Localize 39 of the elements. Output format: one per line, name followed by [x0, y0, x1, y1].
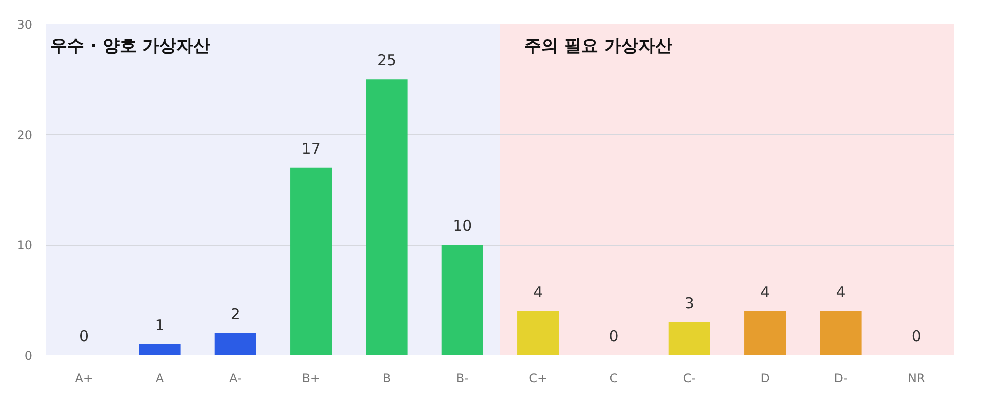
x-tick-label: C-	[683, 372, 696, 386]
bar	[139, 344, 181, 356]
y-tick-label: 0	[24, 349, 33, 363]
bar	[290, 168, 332, 356]
y-tick-label: 30	[17, 18, 33, 32]
data-label: 25	[377, 52, 397, 70]
x-tick-label: B-	[456, 372, 469, 386]
band-label: 주의 필요 가상자산	[524, 36, 672, 56]
data-label: 1	[155, 316, 165, 334]
x-tick-label: D	[760, 372, 770, 386]
x-tick-label: C+	[529, 372, 548, 386]
data-label: 0	[912, 328, 922, 346]
data-label: 4	[760, 283, 770, 302]
x-tick-label: A	[156, 372, 165, 386]
y-tick-label: 10	[17, 238, 33, 253]
bar	[518, 311, 560, 356]
data-label: 2	[230, 305, 240, 324]
data-label: 4	[836, 283, 846, 302]
y-tick-label: 20	[17, 128, 33, 142]
bar	[214, 333, 256, 356]
x-tick-label: B+	[302, 372, 320, 386]
data-label: 0	[80, 328, 90, 346]
x-tick-label: B	[382, 372, 392, 386]
x-tick-label: A-	[230, 372, 242, 386]
x-tick-label: A+	[75, 372, 94, 386]
band-label: 우수 · 양호 가상자산	[50, 36, 211, 56]
bar	[820, 311, 862, 356]
bar	[744, 311, 786, 356]
data-label: 10	[453, 217, 472, 236]
x-tick-label: D-	[834, 372, 848, 386]
bar	[366, 80, 408, 356]
x-tick-label: C	[610, 372, 618, 386]
data-label: 17	[302, 140, 321, 158]
bar	[442, 245, 484, 356]
data-label: 3	[684, 294, 694, 312]
x-tick-label: NR	[908, 372, 926, 386]
bar	[668, 322, 710, 356]
data-label: 4	[534, 283, 544, 302]
data-label: 0	[609, 328, 619, 346]
